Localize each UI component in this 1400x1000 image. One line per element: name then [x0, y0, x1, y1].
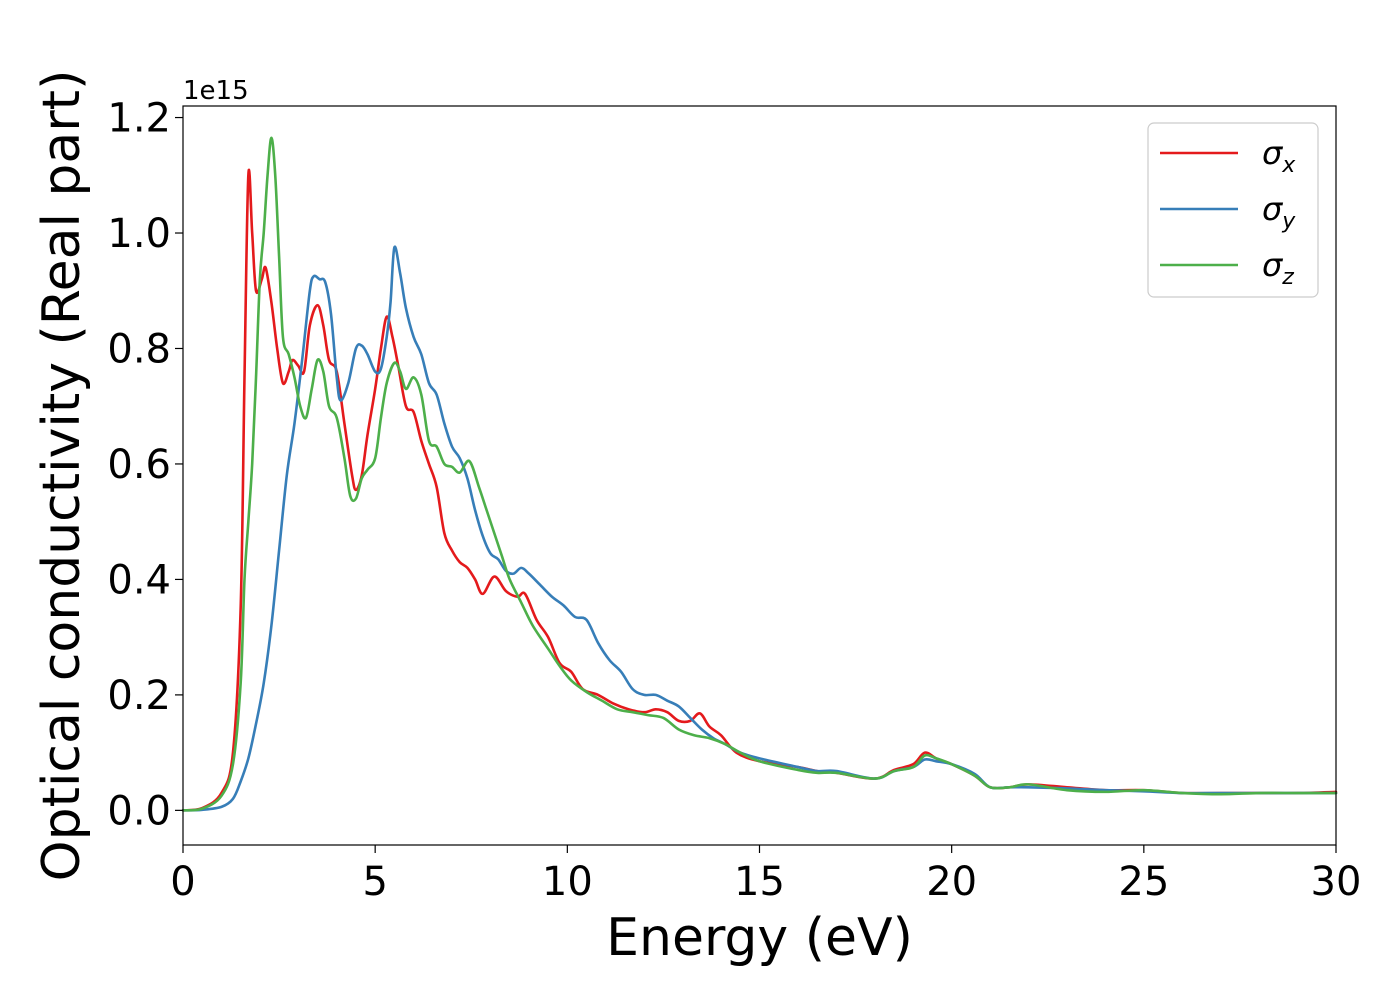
- y-tick-label: 0.4: [107, 557, 171, 603]
- x-tick-label: 15: [734, 859, 785, 905]
- x-tick-label: 10: [542, 859, 593, 905]
- legend-subscript: y: [1281, 209, 1296, 234]
- legend-subscript: z: [1281, 265, 1294, 290]
- x-tick-label: 20: [926, 859, 977, 905]
- y-tick-label: 0.0: [107, 788, 171, 834]
- x-tick-label: 25: [1118, 859, 1169, 905]
- y-axis-ticks: 0.0 0.2 0.4 0.6 0.8 1.0 1.2: [107, 96, 183, 834]
- legend-symbol: σ: [1262, 134, 1284, 172]
- plot-background: [183, 106, 1336, 845]
- y-tick-label: 1.2: [107, 96, 171, 142]
- legend-label-x: σx: [1262, 134, 1296, 178]
- legend-symbol: σ: [1262, 190, 1284, 228]
- series-line-z: [181, 136, 1338, 812]
- x-tick-label: 0: [170, 859, 195, 905]
- legend-subscript: x: [1281, 153, 1296, 178]
- legend-symbol: σ: [1262, 246, 1284, 284]
- y-tick-label: 1.0: [107, 211, 171, 257]
- x-tick-label: 30: [1311, 859, 1362, 905]
- x-axis-ticks: 0 5 10 15 20 25 30: [170, 845, 1361, 905]
- y-tick-label: 0.8: [107, 326, 171, 372]
- x-axis-title: Energy (eV): [606, 908, 913, 968]
- series-line-x: [181, 168, 1338, 812]
- y-tick-label: 0.2: [107, 673, 171, 719]
- legend-label-z: σz: [1262, 246, 1294, 290]
- x-tick-label: 5: [362, 859, 387, 905]
- legend-label-y: σy: [1262, 190, 1296, 234]
- series-layer: [181, 136, 1338, 812]
- y-offset-label: 1e15: [183, 76, 249, 106]
- y-tick-label: 0.6: [107, 442, 171, 488]
- y-axis-title: Optical conductivity (Real part): [32, 70, 92, 882]
